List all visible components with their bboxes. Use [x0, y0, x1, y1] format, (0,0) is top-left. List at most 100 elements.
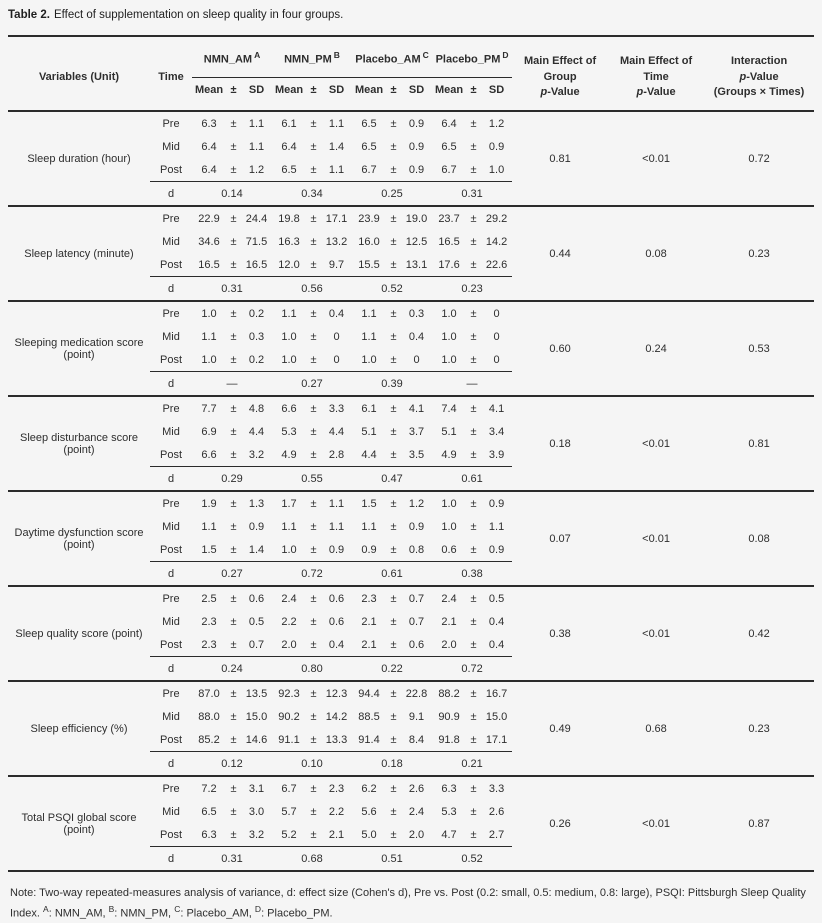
plus-minus-sign: ± — [390, 258, 397, 271]
mean-value: 6.4 — [201, 140, 217, 153]
measurement-row: Mid 2.3 ±0.5 2.2 ±0.6 2.1 ±0.7 2.1 ±0.4 — [8, 610, 814, 633]
plus-minus-sign: ± — [390, 425, 397, 438]
sd-value: 3.3 — [321, 395, 352, 420]
effect-size-row: d 0.31 0.56 0.52 0.23 — [8, 276, 814, 301]
mean-value: 16.3 — [278, 235, 300, 248]
measurement-row: Sleep duration (hour) Pre 6.3 ±1.1 6.1 ±1.1 6.… — [8, 110, 815, 206]
mean-value: 4.4 — [361, 448, 377, 461]
effect-size-row: d 0.27 0.72 0.61 0.38 — [8, 561, 814, 586]
mean-value: 2.0 — [281, 638, 297, 651]
table-header: Variables (Unit) Time NMN_AM A NMN_PM B Pl… — [8, 36, 814, 111]
mean-value: 6.5 — [352, 110, 386, 135]
mean-value: 88.0 — [198, 710, 220, 723]
measurement-row: Post 16.5 ±16.5 12.0 ±9.7 15.5 ±13.1 17.6 ±22.6 — [8, 253, 814, 277]
sd-value: 1.1 — [328, 163, 345, 176]
measurement-row: Mid 6.9 ±4.4 5.3 ±4.4 5.1 ±3.7 5.1 ±3.4 — [8, 420, 814, 443]
plus-minus-sign: ± — [226, 205, 241, 230]
sd-value: 0.6 — [328, 615, 345, 628]
mean-value: 1.0 — [441, 520, 457, 533]
plus-minus-sign: ± — [390, 235, 397, 248]
table-number-label: Table 2. — [8, 9, 50, 21]
sd-value: 3.7 — [408, 425, 425, 438]
mean-value: 2.1 — [361, 615, 377, 628]
mean-value: 92.3 — [272, 680, 306, 705]
sd-value: 0.4 — [321, 300, 352, 325]
plus-minus-sign: ± — [390, 710, 397, 723]
variable-label: Sleep efficiency (%) — [8, 680, 150, 776]
mean-value: 5.2 — [281, 828, 297, 841]
plus-minus-sign: ± — [230, 805, 237, 818]
d-value: 0.51 — [352, 846, 433, 871]
plus-minus-header: ± — [310, 84, 317, 97]
plus-minus-sign: ± — [226, 680, 241, 705]
plus-minus-sign: ± — [386, 585, 401, 610]
plus-minus-sign: ± — [306, 680, 321, 705]
mean-value: 5.1 — [441, 425, 457, 438]
results-table: Variables (Unit) Time NMN_AM A NMN_PM B Pl… — [8, 35, 815, 872]
sd-value: 2.6 — [401, 775, 433, 800]
sd-value: 0.9 — [328, 543, 345, 556]
time-label: Pre — [150, 395, 192, 420]
d-value: — — [432, 371, 513, 396]
plus-minus-sign: ± — [470, 520, 477, 533]
sd-value: 0.4 — [488, 615, 505, 628]
p-value-group: 0.26 — [512, 775, 609, 871]
sd-value: 0.7 — [401, 585, 433, 610]
mean-value: 85.2 — [198, 733, 220, 746]
sd-value: 1.2 — [248, 163, 265, 176]
p-value-label: p-Value — [540, 86, 579, 98]
p-value-group: 0.81 — [512, 110, 609, 206]
mean-value: 1.0 — [281, 330, 297, 343]
plus-minus-sign: ± — [230, 710, 237, 723]
sd-value: 0.6 — [321, 585, 352, 610]
sd-value: 4.1 — [401, 395, 433, 420]
group-superscript: D — [502, 50, 509, 61]
sd-value: 0.5 — [481, 585, 513, 610]
plus-minus-sign: ± — [310, 353, 317, 366]
plus-minus-sign: ± — [310, 615, 317, 628]
time-label: Pre — [150, 110, 192, 135]
sd-value: 9.7 — [328, 258, 345, 271]
p-value-interaction: 0.42 — [704, 585, 815, 681]
mean-value: 1.0 — [432, 490, 467, 515]
plus-minus-header: ± — [230, 84, 237, 97]
sd-value: 1.1 — [488, 520, 505, 533]
measurement-row: Mid 6.4 ±1.1 6.4 ±1.4 6.5 ±0.9 6.5 ±0.9 — [8, 135, 814, 158]
sd-value: 29.2 — [481, 205, 513, 230]
p-value-interaction: 0.81 — [704, 395, 815, 491]
mean-value: 6.9 — [201, 425, 217, 438]
sd-value: 0.3 — [401, 300, 433, 325]
plus-minus-sign: ± — [310, 638, 317, 651]
plus-minus-sign: ± — [310, 733, 317, 746]
mean-value: 6.7 — [272, 775, 306, 800]
p-value-group: 0.38 — [512, 585, 609, 681]
sd-value: 8.4 — [408, 733, 425, 746]
mean-value: 90.2 — [278, 710, 300, 723]
plus-minus-sign: ± — [306, 205, 321, 230]
mean-value: 16.5 — [438, 235, 460, 248]
mean-value: 1.0 — [432, 300, 467, 325]
mean-value: 6.6 — [201, 448, 217, 461]
plus-minus-sign: ± — [306, 395, 321, 420]
variable-label: Total PSQI global score (point) — [8, 775, 150, 871]
plus-minus-sign: ± — [390, 805, 397, 818]
p-value-time: 0.24 — [608, 300, 705, 396]
mean-value: 6.1 — [352, 395, 386, 420]
measurement-row: Sleep latency (minute) Pre 22.9 ±24.4 19.8 ±1… — [8, 205, 815, 301]
d-value: 0.12 — [192, 751, 272, 776]
d-value: 0.27 — [272, 371, 352, 396]
p-value-group: 0.44 — [512, 205, 609, 301]
plus-minus-sign: ± — [230, 448, 237, 461]
effect-size-row: d 0.24 0.80 0.22 0.72 — [8, 656, 814, 681]
time-label: Pre — [150, 490, 192, 515]
plus-minus-sign: ± — [310, 828, 317, 841]
plus-minus-sign: ± — [390, 733, 397, 746]
d-value: 0.56 — [272, 276, 352, 301]
sd-value: 0 — [333, 330, 340, 343]
plus-minus-sign: ± — [230, 140, 237, 153]
sd-value: 12.5 — [405, 235, 428, 248]
measurement-row: Mid 1.1 ±0.3 1.0 ±0 1.1 ±0.4 1.0 ±0 — [8, 325, 814, 348]
mean-value: 1.0 — [441, 353, 457, 366]
group-header-placebo-pm: Placebo_PM D — [432, 36, 513, 78]
time-label: Mid — [162, 805, 180, 818]
